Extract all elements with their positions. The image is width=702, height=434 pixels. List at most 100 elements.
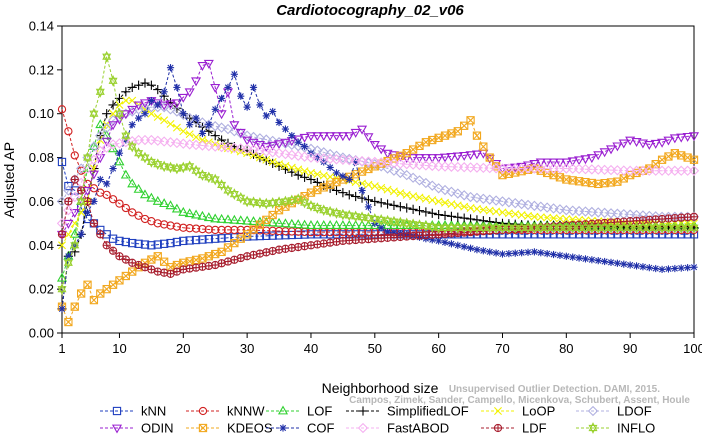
data-point (197, 169, 207, 181)
data-point (171, 203, 182, 213)
data-point (580, 155, 591, 165)
data-point (599, 207, 610, 219)
data-point (171, 137, 183, 149)
legend-item-fastabod: FastABOD (346, 421, 449, 434)
data-point (281, 125, 290, 133)
data-point (676, 133, 687, 143)
data-point (562, 214, 571, 223)
data-point (223, 233, 233, 242)
data-point (650, 139, 661, 149)
data-point (95, 130, 106, 141)
data-point (420, 160, 432, 171)
data-point (620, 260, 628, 268)
data-point (108, 246, 118, 255)
data-point (345, 175, 353, 184)
data-point (529, 221, 539, 234)
data-point (490, 195, 502, 206)
legend-label: LoOP (522, 404, 555, 419)
data-point (64, 181, 73, 191)
data-point (439, 184, 451, 196)
data-point (96, 230, 105, 239)
data-point (494, 407, 502, 415)
data-point (510, 221, 520, 234)
data-point (185, 130, 194, 139)
data-point (77, 289, 86, 298)
data-point (471, 150, 482, 160)
legend-item-odin: ODIN (100, 421, 174, 434)
data-point (198, 235, 207, 244)
data-point (510, 198, 521, 209)
data-point (267, 141, 278, 151)
data-point (294, 165, 303, 174)
data-point (205, 121, 213, 129)
data-point (632, 221, 642, 234)
data-point (165, 100, 176, 110)
data-point (249, 151, 258, 160)
data-point (337, 220, 348, 229)
data-point (114, 156, 125, 166)
data-point (440, 210, 450, 221)
data-point (115, 149, 124, 157)
data-point (217, 179, 227, 191)
data-point (452, 188, 463, 199)
data-point (344, 132, 355, 142)
data-point (530, 212, 539, 221)
data-point (561, 158, 572, 168)
data-point (447, 240, 456, 248)
data-point (179, 110, 187, 118)
data-point (223, 225, 233, 235)
data-point (644, 221, 654, 234)
watermark-line2: Campos, Zimek, Sander, Campello, Micenko… (349, 395, 690, 406)
data-point (275, 160, 284, 169)
data-point (465, 191, 476, 203)
data-point (216, 141, 227, 153)
series-line (61, 109, 694, 233)
data-point (63, 185, 74, 196)
data-point (485, 206, 494, 215)
data-point (407, 172, 419, 183)
legend-label: LDOF (617, 404, 652, 419)
data-point (351, 210, 361, 223)
data-point (344, 155, 355, 166)
data-point (606, 221, 616, 234)
data-point (223, 184, 233, 197)
data-point (306, 199, 316, 212)
data-point (120, 110, 131, 120)
data-point (414, 206, 425, 216)
data-point (115, 100, 124, 109)
data-point (159, 198, 170, 208)
data-point (216, 213, 227, 223)
legend-item-simplifiedlof: SimplifiedLOF (346, 404, 469, 419)
data-point (255, 197, 265, 209)
data-point (254, 140, 265, 150)
data-point (344, 209, 354, 222)
data-point (363, 156, 374, 167)
data-point (319, 204, 329, 217)
data-point (210, 141, 221, 152)
data-point (568, 221, 578, 234)
data-point (549, 250, 558, 259)
data-point (190, 139, 202, 151)
data-point (165, 104, 176, 115)
data-point (460, 243, 468, 251)
data-point (637, 139, 648, 149)
data-point (485, 153, 494, 162)
data-point (370, 213, 380, 225)
data-point (581, 255, 590, 263)
data-point (171, 99, 182, 109)
data-point (344, 220, 355, 229)
data-point (241, 130, 253, 141)
data-point (593, 151, 604, 161)
data-point (472, 131, 482, 140)
data-point (158, 101, 170, 113)
data-point (299, 133, 310, 143)
data-point (70, 302, 79, 311)
data-point (293, 150, 304, 161)
data-point (554, 158, 565, 168)
data-point (269, 107, 277, 116)
data-point (255, 226, 265, 235)
data-point (294, 138, 302, 146)
data-point (288, 132, 296, 140)
data-point (172, 123, 181, 132)
data-point (275, 118, 283, 127)
